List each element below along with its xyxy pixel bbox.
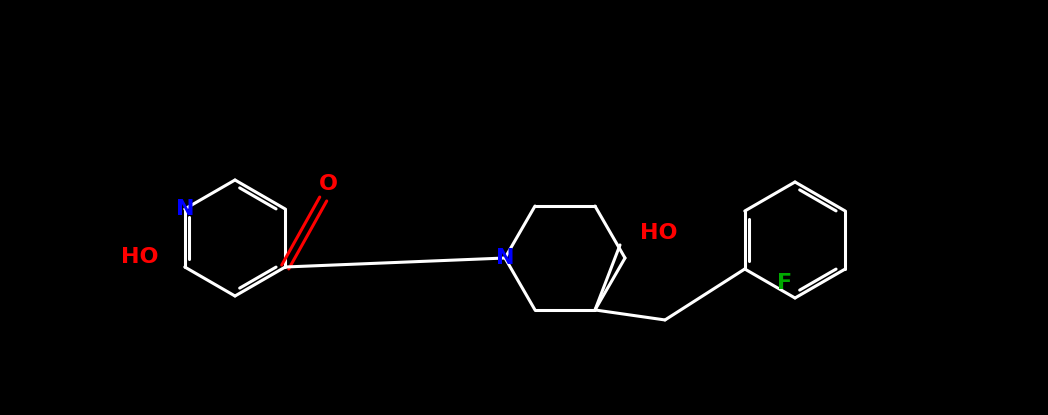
Text: O: O: [319, 174, 337, 194]
Text: N: N: [496, 248, 515, 268]
Text: N: N: [175, 199, 194, 219]
Text: F: F: [778, 273, 792, 293]
Text: HO: HO: [121, 247, 158, 267]
Text: HO: HO: [640, 223, 677, 243]
